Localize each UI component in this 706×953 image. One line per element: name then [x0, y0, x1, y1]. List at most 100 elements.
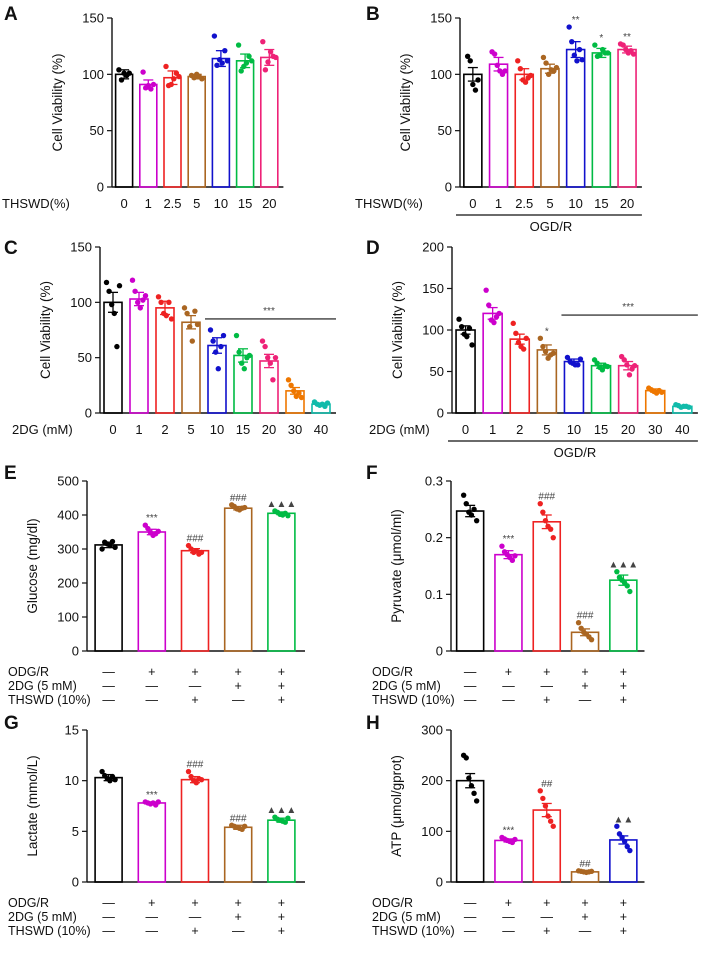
x-tick-label: 10: [567, 422, 581, 437]
data-point: [181, 305, 188, 311]
data-point: [187, 323, 193, 330]
y-tick-label: 0: [85, 406, 92, 421]
group-label: OGD/R: [530, 219, 573, 234]
panel-letter: E: [4, 463, 17, 484]
data-point: [627, 847, 633, 854]
y-tick-label: 0.3: [425, 474, 443, 489]
condition-mark: —: [232, 924, 245, 938]
condition-mark: —: [102, 924, 115, 938]
data-point: [163, 63, 169, 70]
data-point: [116, 283, 123, 289]
panel-g: G 0 5 10 15 Lactate (mmol/L) *** ### ### ▲▲▲ ODG/R…: [4, 713, 305, 938]
y-tick-label: 100: [82, 67, 104, 82]
condition-mark: —: [146, 679, 159, 693]
x-tick-label: 20: [620, 196, 634, 211]
condition-mark: —: [102, 910, 115, 924]
data-point: [460, 492, 467, 498]
condition-mark: +: [235, 896, 242, 910]
data-point: [188, 773, 194, 780]
data-point: [473, 517, 480, 524]
y-axis-title: Pyruvate (μmol/ml): [389, 509, 404, 623]
data-point: [458, 323, 465, 330]
significance-label: ###: [187, 534, 204, 545]
bar: [455, 510, 485, 652]
bar: [235, 60, 255, 188]
condition-mark: +: [235, 665, 242, 679]
x-tick-label: 0: [469, 196, 476, 211]
data-point: [472, 87, 479, 93]
x-tick-label: 20: [262, 196, 276, 211]
condition-mark: —: [464, 910, 477, 924]
condition-mark: +: [278, 910, 285, 924]
y-tick-label: 150: [70, 240, 92, 255]
condition-mark: +: [620, 693, 627, 707]
data-point: [220, 332, 227, 339]
bracket-label: ***: [622, 302, 634, 313]
y-tick-label: 0: [437, 406, 444, 421]
data-point: [469, 342, 475, 348]
data-point: [142, 292, 149, 299]
data-point: [578, 625, 584, 632]
data-point: [150, 81, 157, 88]
data-point: [235, 42, 242, 48]
panel-a: A 0 50 100 150 Cell Viability (%) 0 1 2.5 5 10 15 20…: [2, 4, 284, 211]
condition-mark: +: [278, 679, 285, 693]
bar: [563, 360, 585, 414]
significance-label: *: [545, 326, 549, 337]
condition-mark: +: [278, 896, 285, 910]
data-point: [470, 81, 476, 88]
condition-mark: +: [278, 924, 285, 938]
data-point: [132, 288, 138, 294]
condition-mark: +: [235, 679, 242, 693]
panel-letter: B: [366, 4, 380, 25]
data-point: [550, 350, 557, 356]
data-point: [107, 542, 113, 549]
y-axis-title: Cell Viability (%): [38, 281, 53, 379]
y-axis-title: Glucose (mg/dl): [25, 518, 40, 613]
x-tick-label: 0: [109, 422, 116, 437]
data-point: [463, 755, 469, 761]
data-point: [112, 544, 118, 550]
bar: [609, 579, 638, 652]
x-tick-label: 15: [594, 196, 608, 211]
data-point: [239, 360, 245, 366]
x-tick-label: 30: [288, 422, 302, 437]
data-point: [464, 333, 470, 340]
data-point: [471, 506, 477, 513]
panel-h: H 0 100 200 300 ATP (μmol/gprot) *** ## ## ▲▲ ODG/…: [366, 713, 645, 938]
data-point: [579, 56, 585, 63]
panel-letter: D: [366, 238, 380, 259]
data-point: [107, 777, 113, 784]
significance-label: ▲▲: [613, 814, 633, 825]
panel-letter: G: [4, 713, 19, 734]
data-point: [109, 538, 116, 545]
data-point: [486, 302, 492, 308]
condition-mark: +: [505, 665, 512, 679]
data-point: [471, 790, 477, 797]
x-tick-label: 20: [262, 422, 276, 437]
bar: [509, 338, 531, 414]
bar: [187, 75, 206, 188]
data-point: [145, 525, 151, 532]
data-point: [621, 838, 628, 845]
data-point: [285, 377, 292, 383]
data-point: [273, 54, 279, 61]
x-axis-title: 2DG (mM): [369, 422, 430, 437]
data-point: [594, 360, 600, 366]
condition-mark: —: [146, 693, 159, 707]
data-point: [262, 343, 268, 350]
data-point: [483, 287, 489, 293]
bar: [139, 83, 158, 188]
data-point: [298, 394, 305, 401]
significance-label: ###: [187, 760, 204, 771]
bar: [488, 63, 509, 188]
significance-label: ###: [230, 813, 247, 824]
condition-label: ODG/R: [372, 665, 413, 679]
bar: [180, 778, 210, 883]
data-point: [499, 543, 505, 549]
bar: [617, 48, 637, 188]
y-tick-label: 5: [72, 824, 79, 839]
panel-letter: A: [4, 4, 18, 25]
data-point: [288, 382, 294, 389]
bar: [514, 73, 535, 188]
